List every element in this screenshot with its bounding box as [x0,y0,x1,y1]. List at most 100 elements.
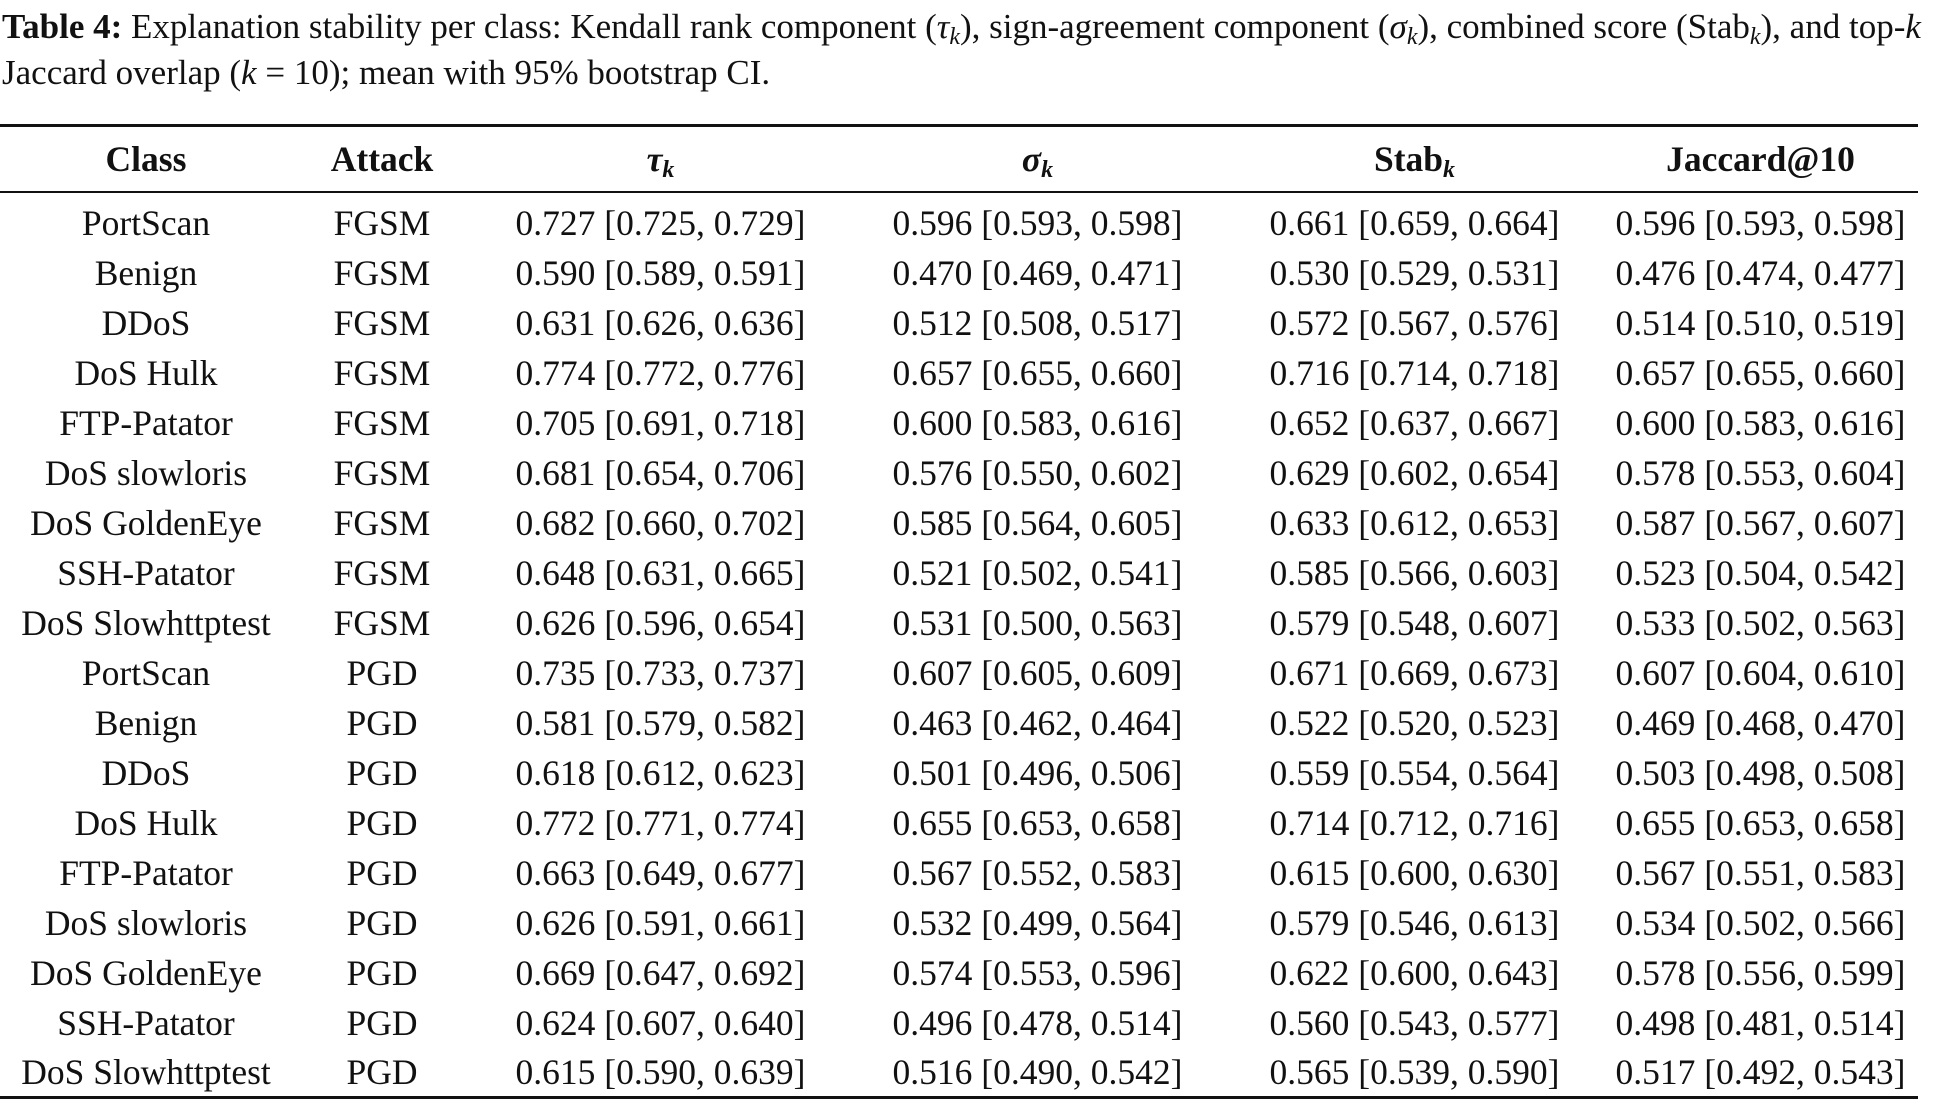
header-tau: τk [472,124,849,193]
cell-jaccard: 0.476 [0.474, 0.477] [1615,252,1906,293]
table-row: DoS slowloris PGD 0.626 [0.591, 0.661] 0.53… [0,898,1918,948]
cell-attack: PGD [346,1002,418,1043]
cell-class: FTP-Patator [59,402,233,443]
cell-jaccard: 0.534 [0.502, 0.566] [1615,902,1906,943]
cell-sigma: 0.607 [0.605, 0.609] [892,652,1183,693]
cell-sigma: 0.574 [0.553, 0.596] [892,952,1183,993]
cell-sigma: 0.531 [0.500, 0.563] [892,602,1183,643]
caption-k-variable: k [241,53,257,92]
cell-attack: FGSM [333,203,431,243]
cell-tau: 0.774 [0.772, 0.776] [515,352,806,393]
cell-attack: PGD [346,852,418,893]
header-class: Class [0,124,292,193]
cell-stab: 0.560 [0.543, 0.577] [1269,1002,1560,1043]
table-row: SSH-Patator FGSM 0.648 [0.631, 0.665] 0.521… [0,548,1918,598]
cell-class: FTP-Patator [59,852,233,893]
caption-text-1: Explanation stability per class: Kendall… [122,7,937,46]
cell-sigma: 0.463 [0.462, 0.464] [892,702,1183,743]
cell-tau: 0.727 [0.725, 0.729] [515,203,806,243]
header-row: Class Attack τk σk Stabk Jaccard@10 [0,124,1918,193]
table-row: PortScan PGD 0.735 [0.733, 0.737] 0.607 [0.… [0,648,1918,698]
caption-label: Table 4: [2,7,123,46]
cell-sigma: 0.532 [0.499, 0.564] [892,902,1183,943]
header-tau-symbol: τ [646,138,663,179]
cell-class: DoS Slowhttptest [0,1047,292,1099]
table-row: SSH-Patator PGD 0.624 [0.607, 0.640] 0.496 … [0,998,1918,1048]
cell-attack: PGD [346,652,418,693]
cell-stab: 0.565 [0.539, 0.590] [1226,1047,1603,1099]
cell-sigma: 0.655 [0.653, 0.658] [892,802,1183,843]
cell-stab: 0.579 [0.548, 0.607] [1269,602,1560,643]
table-row: Benign FGSM 0.590 [0.589, 0.591] 0.470 [0.4… [0,248,1918,298]
cell-stab: 0.716 [0.714, 0.718] [1269,352,1560,393]
cell-tau: 0.615 [0.590, 0.639] [472,1047,849,1099]
table-row: DoS Slowhttptest FGSM 0.626 [0.596, 0.654]… [0,598,1918,648]
cell-tau: 0.682 [0.660, 0.702] [515,502,806,543]
cell-stab: 0.522 [0.520, 0.523] [1269,702,1560,743]
header-sigma-subscript: k [1041,156,1054,183]
cell-jaccard: 0.578 [0.556, 0.599] [1615,952,1906,993]
table-row: DoS GoldenEye FGSM 0.682 [0.660, 0.702] 0.5… [0,498,1918,548]
cell-sigma: 0.596 [0.593, 0.598] [892,203,1183,243]
cell-jaccard: 0.514 [0.510, 0.519] [1615,302,1906,343]
cell-stab: 0.579 [0.546, 0.613] [1269,902,1560,943]
caption-tau-subscript: k [949,24,960,50]
table-row: DDoS PGD 0.618 [0.612, 0.623] 0.501 [0.496,… [0,748,1918,798]
cell-sigma: 0.657 [0.655, 0.660] [892,352,1183,393]
cell-class: SSH-Patator [57,1002,235,1043]
cell-sigma: 0.585 [0.564, 0.605] [892,502,1183,543]
cell-stab: 0.585 [0.566, 0.603] [1269,552,1560,593]
table-row: DoS slowloris FGSM 0.681 [0.654, 0.706] 0.5… [0,448,1918,498]
cell-attack: FGSM [333,552,431,593]
cell-sigma: 0.470 [0.469, 0.471] [892,252,1183,293]
table-caption: Table 4: Explanation stability per class… [2,4,1952,96]
caption-text-6: = 10); mean with 95% bootstrap CI. [256,53,771,92]
table-row: Benign PGD 0.581 [0.579, 0.582] 0.463 [0.46… [0,698,1918,748]
cell-stab: 0.629 [0.602, 0.654] [1269,452,1560,493]
cell-attack: PGD [346,952,418,993]
cell-stab: 0.615 [0.600, 0.630] [1269,852,1560,893]
cell-attack: PGD [346,752,418,793]
cell-tau: 0.735 [0.733, 0.737] [515,652,806,693]
cell-stab: 0.622 [0.600, 0.643] [1269,952,1560,993]
table-row: DDoS FGSM 0.631 [0.626, 0.636] 0.512 [0.508… [0,298,1918,348]
cell-tau: 0.772 [0.771, 0.774] [515,802,806,843]
caption-text-2: ), sign-agreement component ( [959,7,1390,46]
header-sigma-symbol: σ [1021,138,1042,179]
cell-tau: 0.681 [0.654, 0.706] [515,452,806,493]
cell-tau: 0.590 [0.589, 0.591] [515,252,806,293]
cell-tau: 0.631 [0.626, 0.636] [515,302,806,343]
cell-jaccard: 0.517 [0.492, 0.543] [1603,1047,1918,1099]
cell-stab: 0.652 [0.637, 0.667] [1269,402,1560,443]
cell-tau: 0.663 [0.649, 0.677] [515,852,806,893]
cell-jaccard: 0.533 [0.502, 0.563] [1615,602,1906,643]
cell-jaccard: 0.607 [0.604, 0.610] [1615,652,1906,693]
cell-sigma: 0.600 [0.583, 0.616] [892,402,1183,443]
cell-class: DDoS [101,302,191,343]
table-row: FTP-Patator PGD 0.663 [0.649, 0.677] 0.567 … [0,848,1918,898]
table-row: DoS GoldenEye PGD 0.669 [0.647, 0.692] 0.57… [0,948,1918,998]
cell-class: DoS Hulk [74,352,218,393]
cell-class: Benign [94,252,198,293]
cell-stab: 0.671 [0.669, 0.673] [1269,652,1560,693]
cell-stab: 0.530 [0.529, 0.531] [1269,252,1560,293]
cell-jaccard: 0.655 [0.653, 0.658] [1615,802,1906,843]
cell-jaccard: 0.578 [0.553, 0.604] [1615,452,1906,493]
header-attack: Attack [292,124,472,193]
cell-sigma: 0.512 [0.508, 0.517] [892,302,1183,343]
cell-stab: 0.572 [0.567, 0.576] [1269,302,1560,343]
cell-class: SSH-Patator [57,552,235,593]
cell-attack: FGSM [333,602,431,643]
cell-class: DoS slowloris [44,902,248,943]
cell-stab: 0.714 [0.712, 0.716] [1269,802,1560,843]
table-row: DoS Hulk FGSM 0.774 [0.772, 0.776] 0.657 [0… [0,348,1918,398]
cell-attack: PGD [346,802,418,843]
cell-tau: 0.648 [0.631, 0.665] [515,552,806,593]
caption-sigma-symbol: σ [1389,7,1407,46]
stability-table: Class Attack τk σk Stabk Jaccard@10 Port… [0,124,1918,1099]
cell-class: DDoS [101,752,191,793]
cell-sigma: 0.521 [0.502, 0.541] [892,552,1183,593]
header-stab-subscript: k [1443,156,1456,183]
caption-text-4: ), and top- [1760,7,1906,46]
cell-jaccard: 0.469 [0.468, 0.470] [1615,702,1906,743]
